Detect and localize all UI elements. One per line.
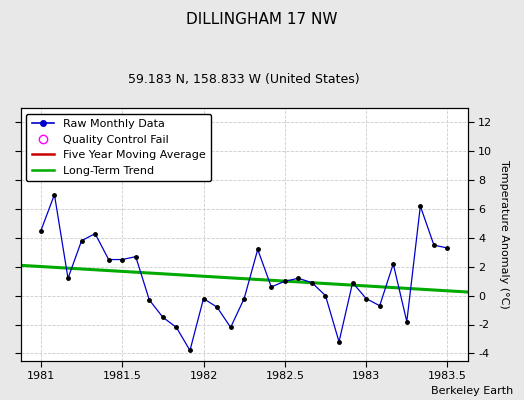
Y-axis label: Temperature Anomaly (°C): Temperature Anomaly (°C) xyxy=(499,160,509,309)
Title: 59.183 N, 158.833 W (United States): 59.183 N, 158.833 W (United States) xyxy=(128,73,360,86)
Legend: Raw Monthly Data, Quality Control Fail, Five Year Moving Average, Long-Term Tren: Raw Monthly Data, Quality Control Fail, … xyxy=(26,114,211,181)
Text: Berkeley Earth: Berkeley Earth xyxy=(431,386,514,396)
Text: DILLINGHAM 17 NW: DILLINGHAM 17 NW xyxy=(186,12,338,27)
